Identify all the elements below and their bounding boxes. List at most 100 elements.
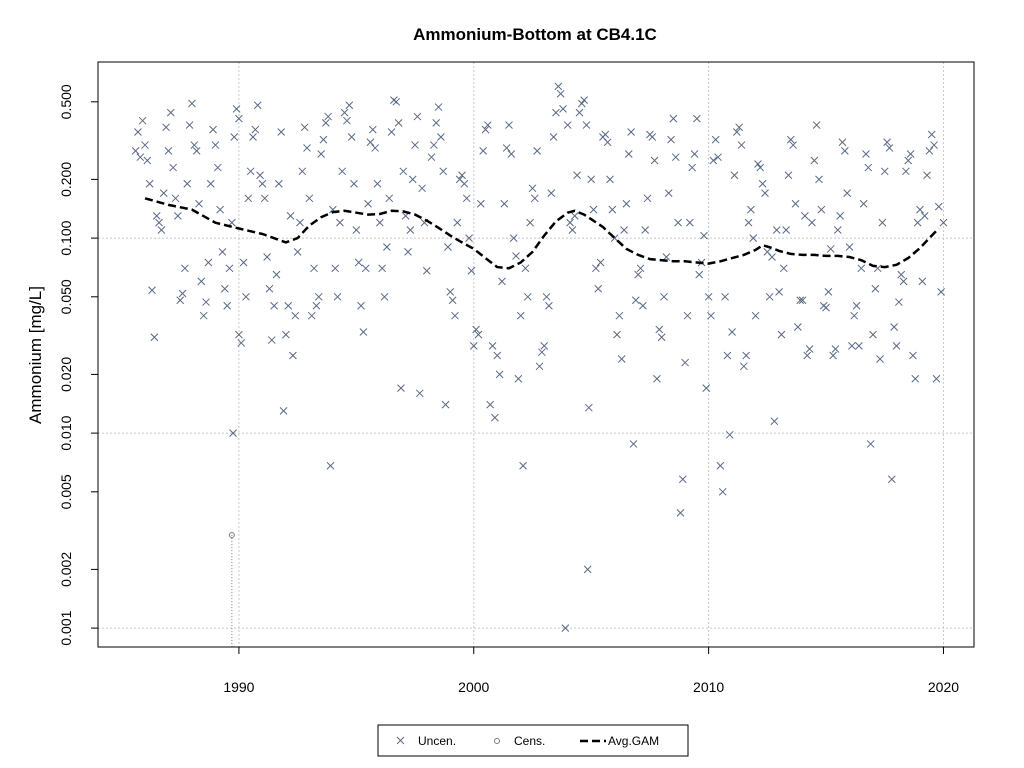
data-point: [472, 325, 480, 334]
legend-label-uncen: Uncen.: [418, 734, 456, 748]
data-point: [848, 342, 856, 350]
data-point: [324, 112, 333, 121]
data-point: [535, 362, 544, 371]
data-point: [519, 461, 527, 470]
chart-title: Ammonium-Bottom at CB4.1C: [413, 25, 657, 44]
data-point: [796, 296, 805, 305]
y-tick-label: 0.100: [58, 220, 74, 255]
data-point: [181, 264, 189, 273]
data-point: [660, 292, 668, 301]
data-point: [754, 160, 762, 168]
data-point: [178, 289, 187, 298]
data-point: [357, 301, 365, 310]
data-point: [772, 226, 781, 234]
data-point: [721, 292, 729, 301]
uncensored-points: [131, 82, 948, 632]
data-point: [629, 440, 638, 448]
data-point: [615, 311, 624, 320]
data-point: [444, 243, 452, 251]
data-point: [862, 150, 870, 158]
data-point: [906, 150, 915, 158]
data-point: [709, 156, 718, 165]
data-point: [864, 163, 873, 172]
legend-marker-uncen: [396, 736, 405, 745]
data-point: [808, 218, 816, 227]
data-point: [685, 218, 694, 227]
data-point: [880, 167, 889, 176]
x-tick-label: 1990: [223, 679, 254, 695]
data-point: [246, 167, 255, 176]
data-point: [777, 330, 786, 339]
data-point: [920, 212, 929, 220]
data-point: [498, 277, 506, 286]
data-point: [394, 118, 403, 127]
data-point: [166, 108, 175, 117]
data-point: [479, 147, 488, 155]
data-point: [469, 342, 478, 350]
data-point: [791, 199, 800, 208]
data-point: [481, 125, 490, 134]
data-point: [491, 413, 499, 422]
data-point: [418, 184, 426, 193]
data-point: [627, 128, 635, 136]
data-point: [528, 184, 537, 193]
data-point: [415, 389, 424, 398]
data-point: [667, 135, 675, 144]
data-point: [890, 323, 899, 331]
data-point: [714, 153, 722, 162]
data-point: [587, 175, 596, 184]
data-point: [345, 101, 354, 110]
data-point: [577, 99, 586, 108]
data-point: [484, 121, 492, 129]
data-point: [575, 108, 584, 117]
data-point: [768, 253, 776, 261]
data-point: [274, 179, 283, 188]
data-point: [173, 212, 182, 220]
data-point: [141, 141, 149, 149]
data-point: [608, 205, 617, 214]
data-point: [641, 226, 650, 234]
data-point: [399, 167, 408, 176]
data-point: [878, 218, 887, 227]
data-point: [148, 286, 156, 295]
y-axis-label: Ammonium [mg/L]: [26, 286, 45, 424]
data-point: [143, 156, 152, 165]
data-point: [758, 179, 767, 188]
data-point: [678, 475, 687, 484]
data-point: [216, 205, 224, 214]
y-tick-label: 0.050: [58, 279, 74, 314]
data-point: [566, 218, 574, 227]
data-point: [404, 248, 412, 256]
data-point: [336, 218, 344, 227]
data-point: [293, 248, 302, 256]
data-point: [192, 147, 201, 155]
data-point: [366, 138, 375, 147]
y-tick-label: 0.002: [58, 552, 74, 587]
data-point: [441, 400, 450, 409]
data-point: [265, 284, 274, 293]
data-point: [213, 163, 222, 172]
data-point: [718, 487, 727, 496]
data-point: [923, 171, 931, 180]
data-point: [789, 141, 798, 149]
data-point: [364, 199, 372, 208]
data-point: [171, 194, 180, 203]
data-point: [855, 342, 863, 350]
data-point: [526, 218, 534, 227]
data-point: [385, 194, 394, 203]
legend-box: [377, 724, 689, 757]
data-point: [707, 311, 715, 320]
legend-label-cens: Cens.: [514, 734, 545, 748]
x-tick-label: 2000: [458, 679, 489, 695]
data-point: [761, 189, 769, 198]
y-tick-label: 0.001: [58, 610, 74, 645]
data-point: [716, 461, 725, 470]
data-point: [866, 440, 875, 448]
data-point: [272, 270, 281, 279]
y-tick-label: 0.005: [58, 474, 74, 509]
data-point: [523, 292, 532, 301]
data-point: [249, 133, 257, 141]
data-point: [284, 301, 293, 310]
data-point: [465, 234, 473, 242]
data-point: [458, 171, 466, 180]
